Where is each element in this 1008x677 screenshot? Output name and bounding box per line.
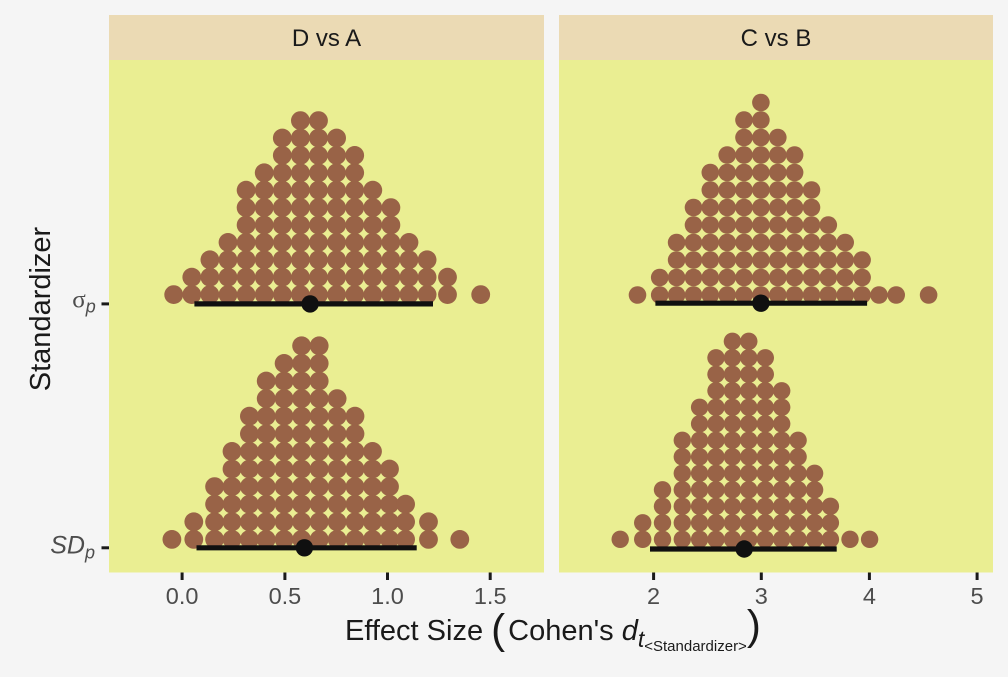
svg-text:4: 4	[863, 583, 876, 609]
svg-text:D vs A: D vs A	[292, 25, 361, 52]
svg-text:0.0: 0.0	[166, 583, 199, 609]
svg-text:Standardizer: Standardizer	[25, 226, 57, 391]
svg-text:3: 3	[755, 583, 768, 609]
svg-text:1.5: 1.5	[474, 583, 507, 609]
svg-text:0.5: 0.5	[269, 583, 302, 609]
svg-text:C vs B: C vs B	[741, 25, 812, 52]
svg-text:1.0: 1.0	[371, 583, 404, 609]
svg-text:2: 2	[647, 583, 660, 609]
svg-text:5: 5	[971, 583, 984, 609]
svg-text:SDp: SDp	[50, 532, 95, 563]
